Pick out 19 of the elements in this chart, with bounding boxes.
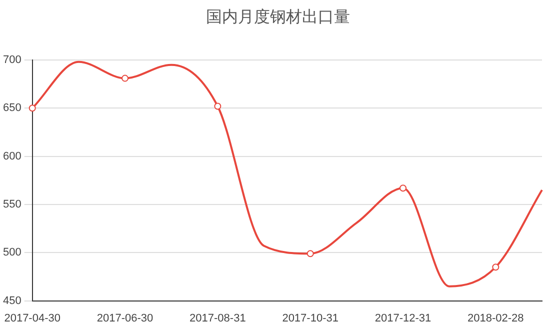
point xyxy=(214,102,222,110)
chart-title: 国内月度钢材出口量 xyxy=(205,6,351,28)
point xyxy=(400,184,407,192)
x-tick-label: 2017-06-30 xyxy=(96,312,154,324)
point xyxy=(492,264,500,271)
x-tick-label: 2017-08-31 xyxy=(190,312,246,324)
y-tick-label: 450 xyxy=(2,294,22,307)
y-tick-label: 650 xyxy=(2,102,22,114)
x-tick-label: 2017-12-31 xyxy=(374,312,432,324)
x-tick-label: 2018-02-28 xyxy=(468,312,524,324)
y-tick-label: 500 xyxy=(2,246,22,259)
y-tick-label: 700 xyxy=(2,54,22,66)
x-tick-label: 2017-04-30 xyxy=(4,312,60,324)
point xyxy=(306,250,314,258)
y-tick-label: 550 xyxy=(2,198,22,211)
x-tick-label: 2017-10-31 xyxy=(282,312,338,324)
y-tick-label: 600 xyxy=(2,150,22,162)
point xyxy=(28,104,36,112)
point xyxy=(122,74,129,82)
